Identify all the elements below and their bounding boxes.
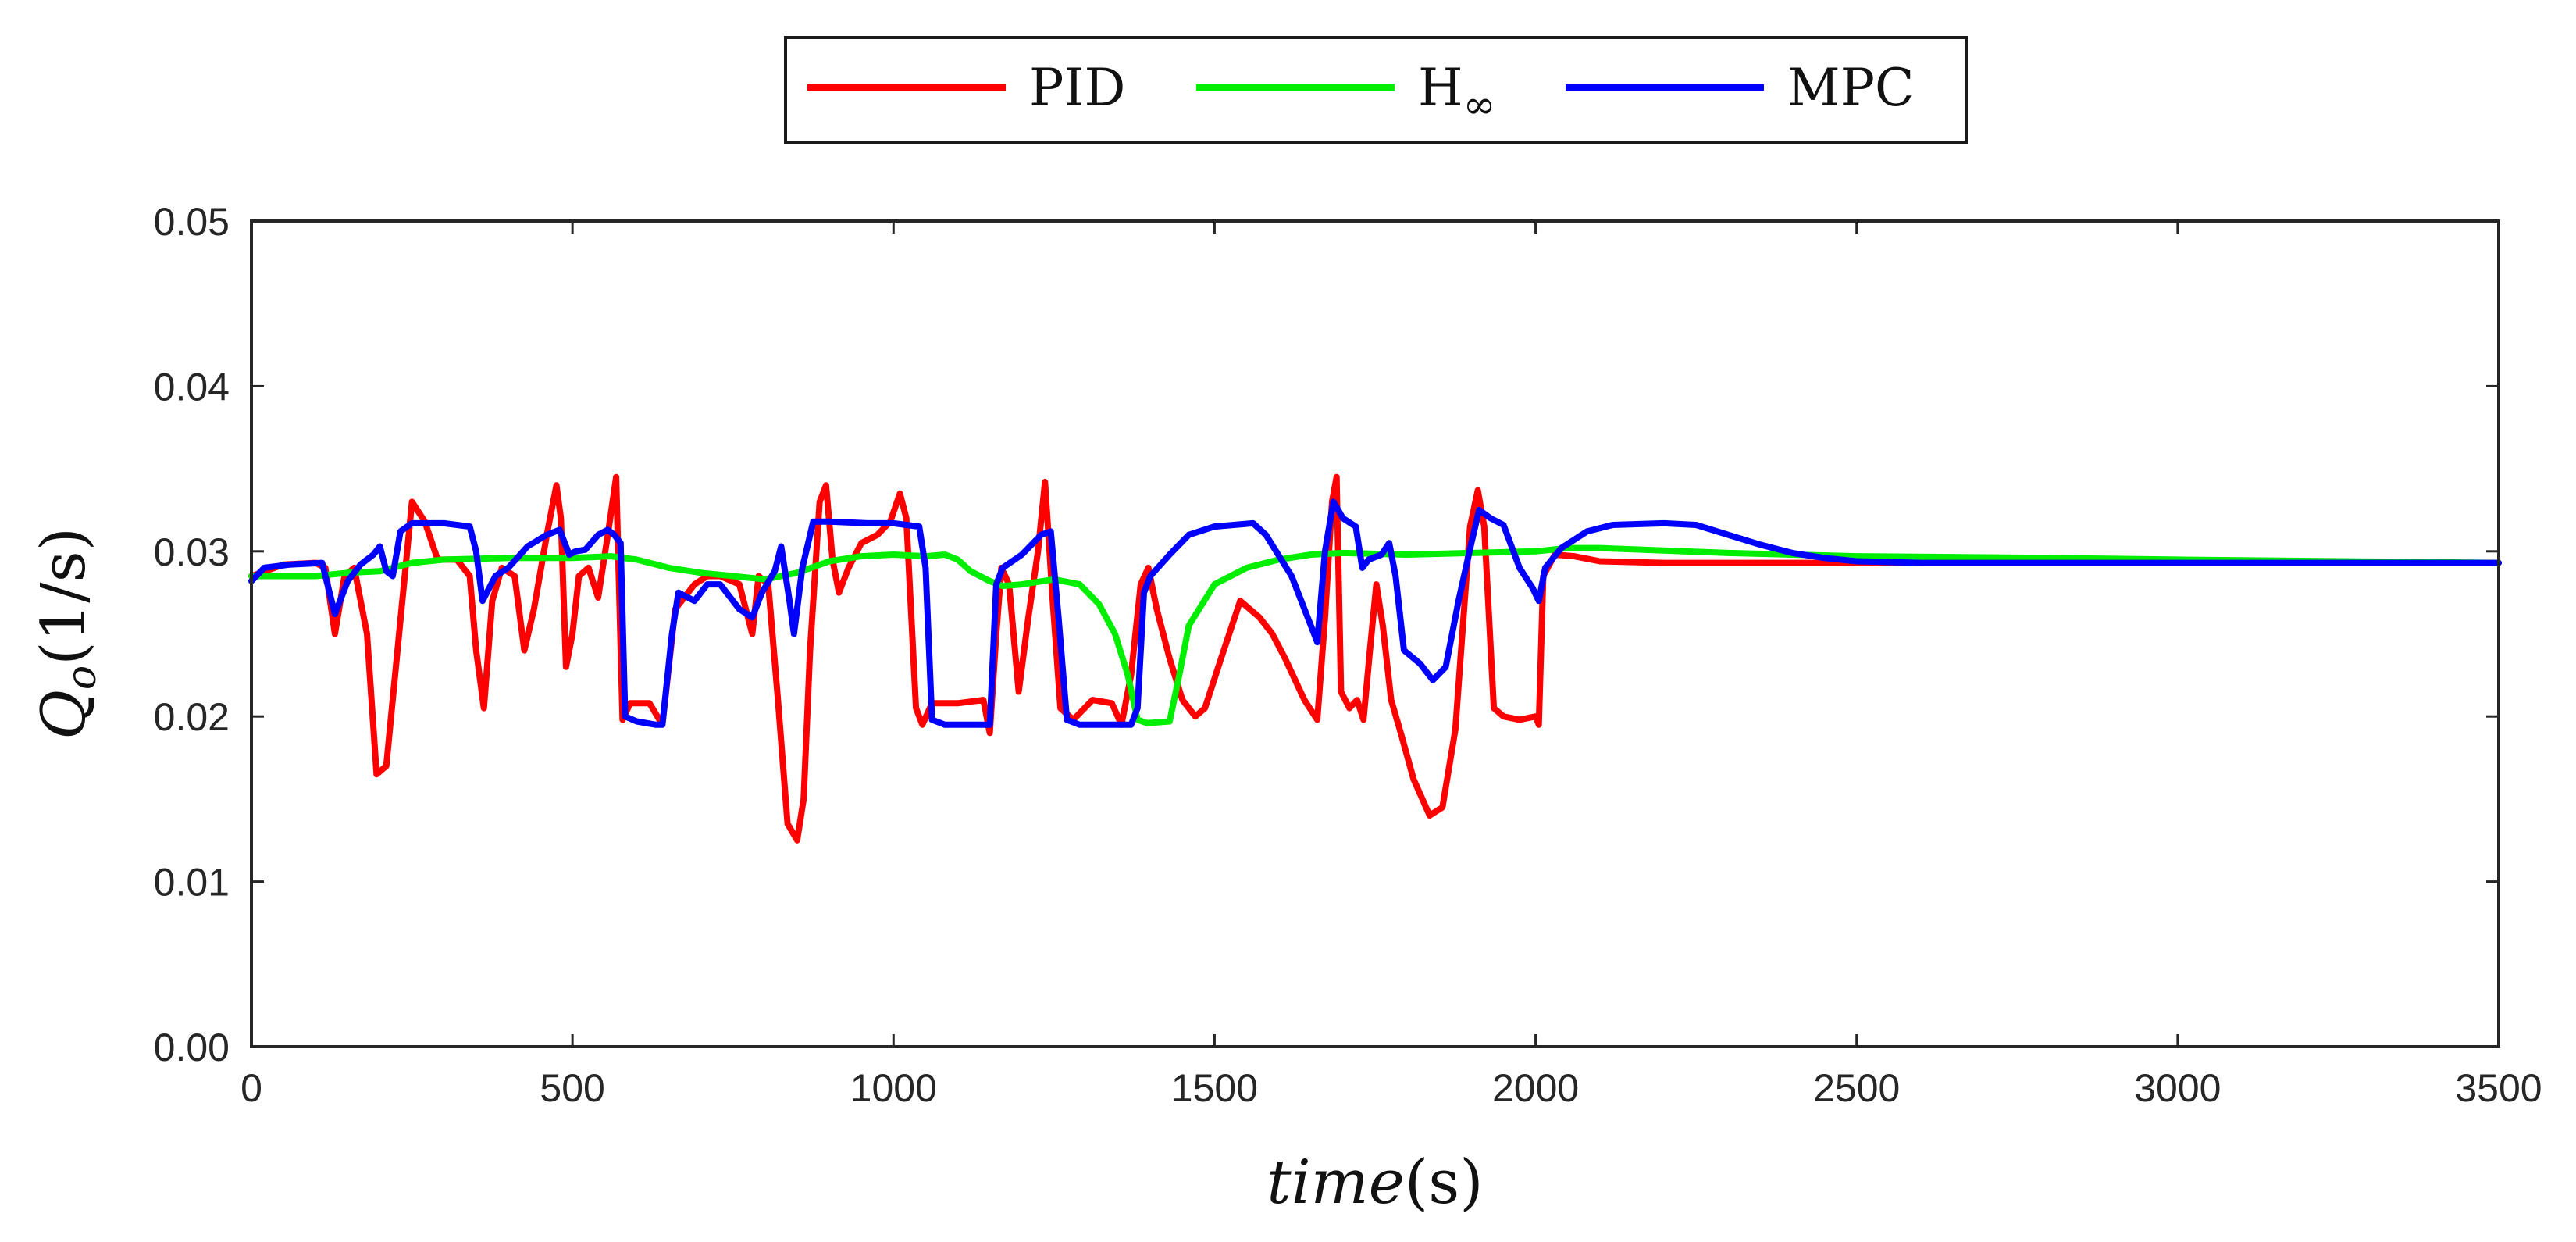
y-tick-label: 0.04 xyxy=(154,365,230,409)
y-axis-label-unit: (1/s) xyxy=(29,527,99,666)
series-line-mpc xyxy=(248,498,2502,728)
legend-label-main: MPC xyxy=(1787,58,1915,118)
legend-label-sub: ∞ xyxy=(1463,82,1496,127)
x-tick-label: 3500 xyxy=(2455,1066,2542,1110)
x-tick-label: 3000 xyxy=(2134,1066,2221,1110)
series-line-h-inf xyxy=(248,544,2502,726)
x-axis-label-unit: (s) xyxy=(1405,1147,1484,1218)
x-axis-label-italic: time xyxy=(1267,1147,1404,1218)
y-axis-label: Qo(1/s) xyxy=(29,527,105,740)
x-tick-label: 1500 xyxy=(1171,1066,1258,1110)
series-group xyxy=(248,473,2502,844)
y-axis-label-main: Q xyxy=(29,690,99,740)
y-axis-label-sub: o xyxy=(59,666,105,690)
x-tick-label: 0 xyxy=(240,1066,262,1110)
axes-frame xyxy=(250,219,2500,1048)
legend-label-3: MPC xyxy=(1787,58,1915,118)
legend-label-main: H xyxy=(1418,58,1463,118)
legend-label-1: PID xyxy=(1029,58,1125,118)
y-tick-label: 0.01 xyxy=(154,861,230,905)
y-tick-label: 0.00 xyxy=(154,1026,230,1069)
x-tick-label: 500 xyxy=(540,1066,604,1110)
legend-label-main: PID xyxy=(1029,58,1125,118)
ticks-group: 0 500 1000 1500 2000 2500 3000 3500 0.00 0.01 0.02… xyxy=(154,200,2542,1110)
plot-area xyxy=(251,221,2499,1047)
x-tick-label: 1000 xyxy=(850,1066,937,1110)
y-tick-label: 0.02 xyxy=(154,695,230,739)
series-line-pid xyxy=(248,473,2502,844)
legend: PID H∞ MPC xyxy=(784,36,1968,144)
y-tick-label: 0.03 xyxy=(154,530,230,574)
x-axis-label: time(s) xyxy=(1267,1147,1483,1218)
x-tick-label: 2000 xyxy=(1492,1066,1579,1110)
legend-label-2: H∞ xyxy=(1418,58,1495,127)
y-tick-label: 0.05 xyxy=(154,200,230,244)
x-tick-label: 2500 xyxy=(1813,1066,1900,1110)
